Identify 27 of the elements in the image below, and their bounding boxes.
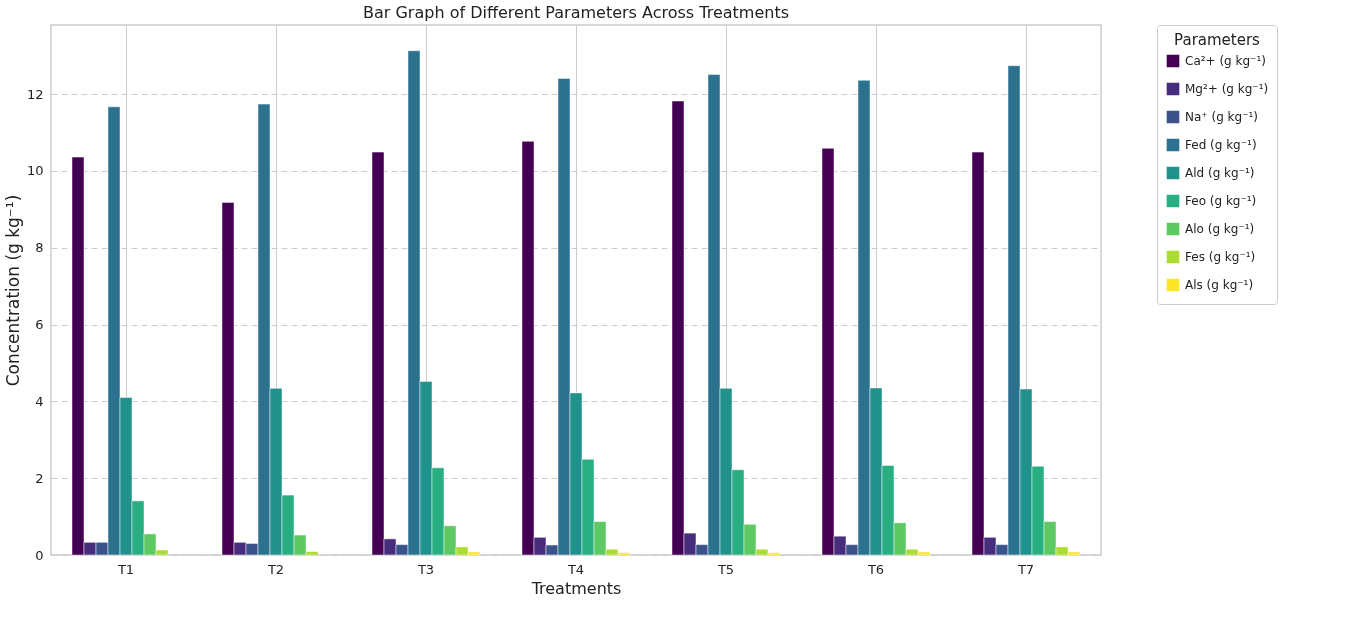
x-tick-label: T4: [566, 561, 585, 577]
legend-label: Mg²+ (g kg⁻¹): [1185, 82, 1269, 96]
legend-label: Fed (g kg⁻¹): [1185, 138, 1257, 152]
legend-title: Parameters: [1174, 31, 1261, 49]
legend-label: Alo (g kg⁻¹): [1185, 222, 1255, 236]
y-tick-label: 8: [35, 240, 44, 256]
y-tick-label: 6: [35, 317, 44, 333]
legend-label: Fes (g kg⁻¹): [1185, 250, 1256, 264]
legend-label: Als (g kg⁻¹): [1185, 278, 1254, 292]
x-tick-label: T5: [716, 561, 735, 577]
x-tick-label: T2: [266, 561, 285, 577]
legend-label: Feo (g kg⁻¹): [1185, 194, 1257, 208]
x-axis-title: Treatments: [530, 578, 622, 598]
legend-label: Na⁺ (g kg⁻¹): [1185, 110, 1258, 124]
y-tick-label: 4: [35, 393, 44, 409]
x-tick-label: T3: [416, 561, 435, 577]
y-tick-label: 12: [26, 86, 44, 102]
y-axis-title: Concentration (g kg⁻¹): [2, 194, 23, 387]
y-tick-label: 10: [26, 163, 44, 179]
chart-title: Bar Graph of Different Parameters Across Treatments: [363, 2, 789, 22]
legend-label: Ca²+ (g kg⁻¹): [1185, 54, 1266, 68]
legend-label: Ald (g kg⁻¹): [1185, 166, 1255, 180]
y-tick-label: 0: [35, 547, 44, 563]
x-tick-label: T6: [866, 561, 885, 577]
x-tick-label: T7: [1016, 561, 1035, 577]
y-tick-label: 2: [35, 470, 44, 486]
x-tick-label: T1: [116, 561, 135, 577]
